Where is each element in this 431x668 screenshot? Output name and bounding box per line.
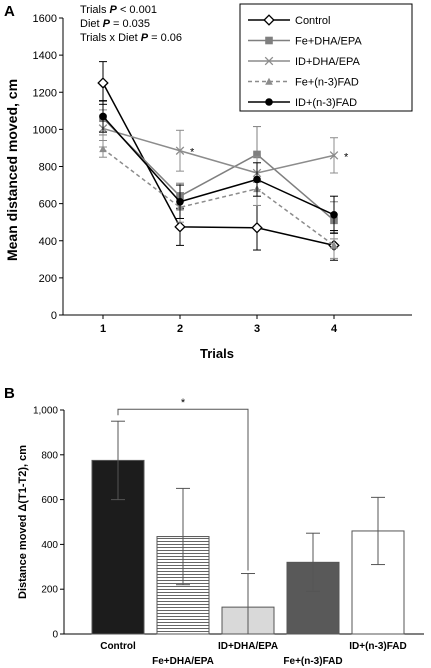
- series-id-n-3-fad: [99, 100, 338, 234]
- stat-label: Trials x Diet: [80, 32, 141, 44]
- panel-a-y-tick-label: 800: [39, 162, 57, 174]
- data-point-triangle: [99, 145, 107, 153]
- panel-a-significance-mark: *: [190, 147, 195, 159]
- panel-a-annotations: * * Trials P < 0.001 Diet P = 0.035 Trials x…: [80, 4, 349, 163]
- data-point-cross: [175, 146, 185, 155]
- series-line: [102, 117, 335, 221]
- series-line: [102, 127, 335, 174]
- panel-b-y-tick-label: 400: [41, 540, 58, 551]
- series-line: [102, 82, 335, 247]
- panel-a-legend: Control Fe+DHA/EPA ID+DHA/EPA Fe+(n-3)FAD ID…: [239, 3, 413, 112]
- panel-a-x-tick-label: 1: [100, 323, 106, 335]
- data-point-cross: [264, 56, 274, 66]
- data-point-circle: [330, 210, 338, 219]
- legend-entry: ID+DHA/EPA: [248, 56, 361, 68]
- panel-b-x-tick-label: ID+DHA/EPA: [218, 641, 278, 652]
- panel-a-stat-annotation: Diet P = 0.035: [80, 18, 150, 30]
- panel-a-y-tick-label: 200: [39, 273, 57, 285]
- series-line: [102, 148, 335, 246]
- panel-a-series: [97, 61, 340, 261]
- data-point-square: [253, 150, 261, 159]
- legend-entry: Control: [248, 14, 330, 27]
- stat-p: P: [103, 18, 111, 30]
- cross-stroke: [264, 56, 274, 66]
- panel-a-y-tick-label: 600: [39, 199, 57, 211]
- panel-a-x-tick-label: 3: [254, 323, 260, 335]
- panel-b-y-tick-label: 1,000: [33, 406, 58, 417]
- panel-a-y-tick-label: 1400: [33, 50, 57, 62]
- stat-label: Trials: [80, 4, 110, 16]
- panel-a-y-tick-label: 1000: [33, 124, 57, 136]
- panel-a-stat-annotation: Trials P < 0.001: [80, 4, 157, 16]
- panel-a-significance-mark: *: [344, 151, 349, 163]
- legend-label: Fe+(n-3)FAD: [295, 77, 359, 89]
- data-point-circle: [265, 98, 273, 106]
- panel-a-x-axis-label: Trials: [200, 346, 234, 361]
- panel-b-y-axis-label: Distance moved Δ(T1-T2), cm: [17, 445, 29, 599]
- data-point-circle: [176, 197, 184, 206]
- panel-b-x-tick-label: Fe+(n-3)FAD: [283, 656, 342, 667]
- cross-stroke: [175, 146, 185, 155]
- data-point-triangle: [265, 77, 273, 85]
- significance-bracket: [117, 408, 249, 571]
- panel-b-letter: B: [4, 385, 15, 402]
- data-point-square: [265, 36, 273, 45]
- panel-a-stat-annotation: Trials x Diet P = 0.06: [80, 32, 182, 44]
- panel-a-axes: 0 200 400 600 800 1000 1200 1400 1600 1 2 3 4: [33, 13, 412, 335]
- panel-a-y-tick-label: 0: [51, 310, 57, 322]
- significance-mark: *: [181, 397, 186, 409]
- data-point-triangle: [330, 241, 338, 249]
- data-point-diamond: [97, 77, 109, 89]
- panel-a-y-axis-label: Mean distanced moved, cm: [4, 79, 20, 261]
- legend-entry: ID+(n-3)FAD: [248, 97, 357, 109]
- series-fe-dha-epa: [99, 101, 338, 240]
- stat-value: = 0.06: [148, 32, 182, 44]
- panel-b-y-tick-label: 200: [41, 585, 58, 596]
- legend-label: ID+(n-3)FAD: [295, 97, 357, 109]
- panel-b-x-tick-label: Control: [100, 641, 136, 652]
- stat-p: P: [110, 4, 118, 16]
- data-point-diamond: [174, 221, 186, 233]
- legend-label: ID+DHA/EPA: [295, 56, 361, 68]
- panel-b-y-tick-label: 0: [52, 630, 58, 641]
- panel-a-y-tick-label: 1200: [33, 87, 57, 99]
- panel-a-x-tick-label: 2: [177, 323, 183, 335]
- panel-a-y-tick-label: 400: [39, 236, 57, 248]
- data-point-cross: [329, 151, 339, 160]
- panel-a-y-tick-label: 1600: [33, 13, 57, 25]
- cross-stroke: [329, 151, 339, 160]
- legend-label: Fe+DHA/EPA: [295, 36, 362, 48]
- panel-b-y-tick-label: 600: [41, 495, 58, 506]
- data-point-circle: [253, 175, 261, 184]
- data-point-circle: [99, 112, 107, 121]
- data-point-diamond: [263, 14, 275, 26]
- panel-b-bars: *: [91, 397, 405, 635]
- series-line: [102, 115, 335, 216]
- legend-entry: Fe+(n-3)FAD: [248, 77, 359, 89]
- panel-b-x-tick-label: ID+(n-3)FAD: [349, 641, 407, 652]
- stat-value: = 0.035: [110, 18, 150, 30]
- stat-label: Diet: [80, 18, 103, 30]
- panel-b-x-tick-label: Fe+DHA/EPA: [152, 656, 214, 667]
- legend-label: Control: [295, 15, 330, 27]
- stat-value: < 0.001: [117, 4, 157, 16]
- panel-a-letter: A: [4, 3, 15, 20]
- panel-a-x-tick-label: 4: [331, 323, 338, 335]
- legend-entry: Fe+DHA/EPA: [248, 36, 362, 48]
- panel-b-y-tick-label: 800: [41, 450, 58, 461]
- data-point-diamond: [251, 222, 263, 234]
- stat-p: P: [141, 32, 149, 44]
